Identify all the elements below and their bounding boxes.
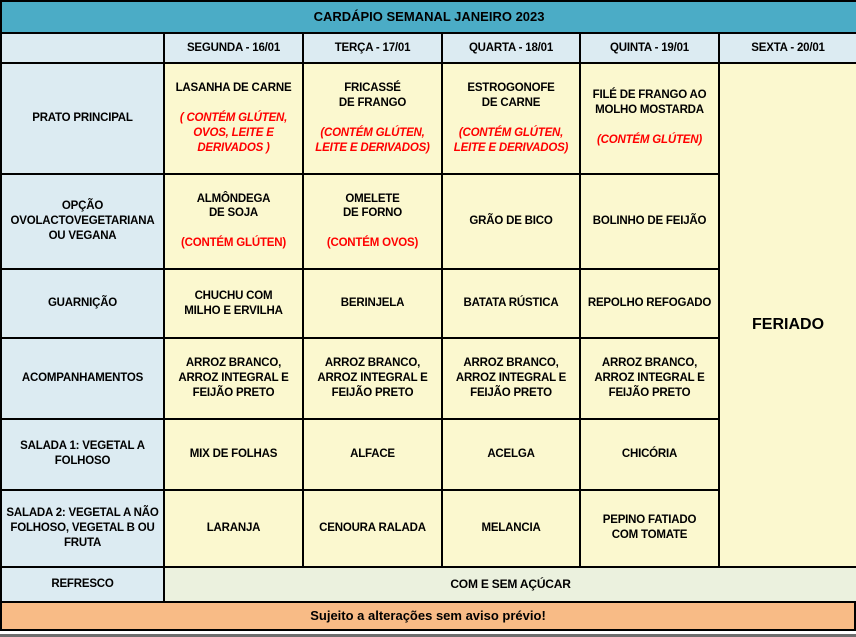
menu-cell: ARROZ BRANCO, ARROZ INTEGRAL E FEIJÃO PR… [302,337,443,420]
allergen-note: (CONTÉM GLÚTEN) [597,134,702,147]
menu-cell: PEPINO FATIADO COM TOMATE [579,488,720,568]
disclaimer-text: Sujeito a alterações sem aviso prévio! [310,608,546,624]
corner-cell [0,32,165,64]
row-opcao-vegetariana: OPÇÃO OVOLACTOVEGETARIANA OU VEGANA ALMÔ… [0,172,856,271]
dish-name: ALFACE [350,447,395,460]
dish-name: ARROZ BRANCO, ARROZ INTEGRAL E FEIJÃO PR… [178,357,289,399]
dish-name: LARANJA [206,521,261,534]
bottom-edge [0,633,856,637]
dish-name: CHUCHU COM MILHO E ERVILHA [184,289,283,317]
menu-cell: BOLINHO DE FEIJÃO [579,172,720,271]
row-guarnicao: GUARNIÇÃO CHUCHU COM MILHO E ERVILHA BER… [0,268,856,340]
row-salada-1: SALADA 1: VEGETAL A FOLHOSO MIX DE FOLHA… [0,417,856,491]
dish-name: LASANHA DE CARNE [175,81,292,94]
day-header-thursday: QUINTA - 19/01 [579,32,720,64]
day-header-wednesday: QUARTA - 18/01 [441,32,581,64]
row-label-salada-1: SALADA 1: VEGETAL A FOLHOSO [0,417,165,491]
dish-name: BERINJELA [340,297,405,310]
menu-cell: LASANHA DE CARNE ( CONTÉM GLÚTEN, OVOS, … [163,62,304,175]
dish-name: CHICÓRIA [621,447,678,460]
dish-name: ARROZ BRANCO, ARROZ INTEGRAL E FEIJÃO PR… [594,357,705,399]
dish-name: BATATA RÚSTICA [463,297,559,310]
menu-cell: ALMÔNDEGA DE SOJA (CONTÉM GLÚTEN) [163,172,304,271]
holiday-label: FERIADO [752,315,825,333]
menu-cell: CENOURA RALADA [302,488,443,568]
menu-cell: ACELGA [441,417,581,491]
dish-name: ALMÔNDEGA DE SOJA [196,192,271,220]
menu-cell: MELANCIA [441,488,581,568]
menu-cell: CHUCHU COM MILHO E ERVILHA [163,268,304,340]
menu-cell: ALFACE [302,417,443,491]
refresco-value-cell: COM E SEM AÇÚCAR [162,565,856,603]
menu-cell: REPOLHO REFOGADO [579,268,720,340]
dish-name: ACELGA [487,447,535,460]
day-header-row: SEGUNDA - 16/01 TERÇA - 17/01 QUARTA - 1… [0,32,856,64]
row-acompanhamentos: ACOMPANHAMENTOS ARROZ BRANCO, ARROZ INTE… [0,337,856,420]
page-title: CARDÁPIO SEMANAL JANEIRO 2023 [0,0,856,34]
menu-cell: LARANJA [163,488,304,568]
row-salada-2: SALADA 2: VEGETAL A NÃO FOLHOSO, VEGETAL… [0,488,856,568]
holiday-cell: FERIADO [717,62,856,568]
menu-cell: MIX DE FOLHAS [163,417,304,491]
dish-name: GRÃO DE BICO [469,214,553,227]
dish-name: FILÉ DE FRANGO AO MOLHO MOSTARDA [592,89,707,117]
dish-name: MIX DE FOLHAS [189,447,278,460]
dish-name: BOLINHO DE FEIJÃO [592,214,707,227]
menu-cell: ESTROGONOFE DE CARNE (CONTÉM GLÚTEN, LEI… [441,62,581,175]
row-label-prato-principal: PRATO PRINCIPAL [0,62,165,175]
menu-cell: FRICASSÉ DE FRANGO (CONTÉM GLÚTEN, LEITE… [302,62,443,175]
dish-name: CENOURA RALADA [319,521,426,534]
dish-name: ARROZ BRANCO, ARROZ INTEGRAL E FEIJÃO PR… [317,357,428,399]
allergen-note: (CONTÉM GLÚTEN) [181,237,286,250]
title-row: CARDÁPIO SEMANAL JANEIRO 2023 [0,0,856,34]
dish-name: ARROZ BRANCO, ARROZ INTEGRAL E FEIJÃO PR… [455,357,567,399]
menu-cell: BATATA RÚSTICA [441,268,581,340]
menu-cell: BERINJELA [302,268,443,340]
menu-cell: ARROZ BRANCO, ARROZ INTEGRAL E FEIJÃO PR… [579,337,720,420]
row-label-refresco: REFRESCO [0,565,165,603]
allergen-note: ( CONTÉM GLÚTEN, OVOS, LEITE E DERIVADOS… [179,111,288,154]
dish-name: REPOLHO REFOGADO [587,297,712,310]
row-label-acompanhamentos: ACOMPANHAMENTOS [0,337,165,420]
row-refresco: REFRESCO COM E SEM AÇÚCAR [0,565,856,603]
menu-cell: GRÃO DE BICO [441,172,581,271]
dish-name: MELANCIA [481,521,541,534]
menu-cell: ARROZ BRANCO, ARROZ INTEGRAL E FEIJÃO PR… [441,337,581,420]
dish-name: PEPINO FATIADO COM TOMATE [602,514,697,542]
day-header-friday: SEXTA - 20/01 [717,32,856,64]
menu-cell: ARROZ BRANCO, ARROZ INTEGRAL E FEIJÃO PR… [163,337,304,420]
menu-table: CARDÁPIO SEMANAL JANEIRO 2023 SEGUNDA - … [0,0,856,603]
dish-name: OMELETE DE FORNO [342,192,403,220]
allergen-note: (CONTÉM GLÚTEN, LEITE E DERIVADOS) [315,126,430,154]
dish-name: FRICASSÉ DE FRANGO [338,81,407,109]
day-header-monday: SEGUNDA - 16/01 [163,32,304,64]
disclaimer-bar: Sujeito a alterações sem aviso prévio! [0,602,856,631]
row-label-opcao-vegetariana: OPÇÃO OVOLACTOVEGETARIANA OU VEGANA [0,172,165,271]
dish-name: ESTROGONOFE DE CARNE [467,81,555,109]
menu-cell: CHICÓRIA [579,417,720,491]
row-prato-principal: PRATO PRINCIPAL LASANHA DE CARNE ( CONTÉ… [0,62,856,568]
allergen-note: (CONTÉM GLÚTEN, LEITE E DERIVADOS) [453,126,569,154]
day-header-tuesday: TERÇA - 17/01 [302,32,443,64]
allergen-note: (CONTÉM OVOS) [326,237,419,250]
row-label-guarnicao: GUARNIÇÃO [0,268,165,340]
menu-cell: FILÉ DE FRANGO AO MOLHO MOSTARDA (CONTÉM… [579,62,720,175]
menu-cell: OMELETE DE FORNO (CONTÉM OVOS) [302,172,443,271]
row-label-salada-2: SALADA 2: VEGETAL A NÃO FOLHOSO, VEGETAL… [0,488,165,568]
